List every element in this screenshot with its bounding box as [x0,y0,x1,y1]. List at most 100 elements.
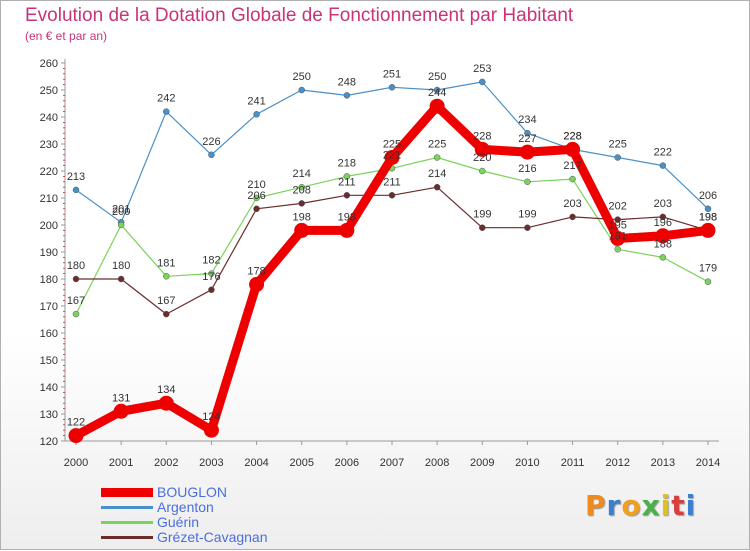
data-point-bouglon [474,141,490,157]
data-label-gr-zet-cavagnan: 211 [338,176,356,188]
data-label-argenton: 213 [67,171,85,183]
data-point-gu-rin [117,221,125,229]
data-point-gr-zet-cavagnan [524,224,531,231]
data-point-gu-rin [208,270,215,277]
data-label-gu-rin: 181 [157,257,175,269]
data-label-gr-zet-cavagnan: 202 [609,201,627,213]
proxiti-logo: Proxiti [585,489,697,522]
data-point-gr-zet-cavagnan [388,192,396,199]
data-point-gr-zet-cavagnan [117,275,125,283]
data-label-gu-rin: 167 [67,295,85,307]
data-label-gu-rin: 200 [112,206,130,218]
data-point-bouglon [339,222,355,238]
data-point-gr-zet-cavagnan [208,286,215,294]
x-tick-label: 2011 [561,457,585,469]
data-point-gr-zet-cavagnan [659,213,667,221]
data-point-gu-rin [433,154,441,161]
data-point-bouglon [249,276,265,292]
y-tick-label: 200 [40,220,58,232]
data-label-argenton: 206 [699,190,717,202]
data-label-bouglon: 195 [609,220,627,232]
data-label-argenton: 242 [157,93,175,105]
data-label-gr-zet-cavagnan: 214 [428,168,446,180]
data-point-gu-rin [163,273,170,280]
data-point-argenton [388,84,396,91]
y-tick-label: 180 [40,274,58,286]
data-point-bouglon [610,231,626,246]
legend-swatch [101,536,153,539]
data-label-gu-rin: 214 [293,168,311,180]
data-label-gu-rin: 188 [654,238,672,250]
data-label-argenton: 241 [247,95,265,107]
series-layer [68,78,716,444]
x-tick-label: 2007 [380,457,404,469]
y-tick-label: 210 [40,193,58,205]
y-tick-label: 250 [40,85,58,97]
data-point-gr-zet-cavagnan [253,205,260,213]
data-label-bouglon: 178 [247,265,265,277]
x-tick-label: 2009 [470,457,494,469]
data-label-argenton: 201 [112,203,130,215]
data-label-argenton: 253 [473,63,491,75]
data-label-argenton: 226 [202,136,220,148]
data-point-bouglon [68,428,84,444]
data-point-gr-zet-cavagnan [163,310,170,318]
data-point-bouglon [113,403,129,419]
data-label-bouglon: 198 [338,211,356,223]
legend-label: BOUGLON [157,484,228,500]
y-tick-label: 120 [40,436,58,448]
data-point-gu-rin [524,178,531,186]
data-label-gu-rin: 210 [247,179,265,191]
y-tick-label: 160 [40,328,58,340]
data-label-gr-zet-cavagnan: 167 [157,295,175,307]
y-tick-label: 170 [40,301,58,313]
data-point-gr-zet-cavagnan [298,200,305,207]
data-label-bouglon: 225 [383,139,401,151]
data-point-bouglon [655,228,671,244]
data-point-bouglon [700,222,716,238]
x-tick-label: 2012 [605,457,629,469]
data-point-gu-rin [704,278,712,285]
data-label-gr-zet-cavagnan: 198 [699,211,717,223]
data-point-gu-rin [479,167,486,175]
data-label-gu-rin: 191 [609,230,627,242]
data-point-argenton [163,108,170,115]
legend-label: Argenton [157,499,214,515]
data-label-argenton: 225 [609,139,627,151]
data-label-argenton: 228 [563,130,581,142]
data-point-argenton [479,78,486,86]
data-point-bouglon [565,141,581,157]
data-point-gr-zet-cavagnan [479,224,486,231]
chart-title: Evolution de la Dotation Globale de Fonc… [25,5,574,26]
data-label-gu-rin: 216 [518,163,536,175]
data-point-argenton [704,205,712,213]
data-point-argenton [433,86,441,94]
data-label-argenton: 251 [383,68,401,80]
data-point-bouglon [158,395,174,411]
data-label-argenton: 222 [654,147,672,159]
x-tick-label: 2004 [244,457,268,469]
data-label-gr-zet-cavagnan: 199 [473,209,491,221]
data-label-gu-rin: 220 [473,152,491,164]
data-point-bouglon [294,222,310,238]
y-tick-label: 240 [40,112,58,124]
data-label-bouglon: 122 [67,417,85,429]
data-label-argenton: 250 [293,71,311,83]
y-tick-label: 220 [40,166,58,178]
data-point-gr-zet-cavagnan [569,213,576,221]
x-tick-label: 2005 [289,457,313,469]
data-label-bouglon: 134 [157,384,175,396]
data-label-bouglon: 227 [518,133,536,145]
y-tick-label: 150 [40,355,58,367]
data-point-argenton [659,162,667,169]
legend-label: Grézet-Cavagnan [157,529,268,545]
y-tick-label: 230 [40,139,58,151]
y-tick-label: 140 [40,382,58,394]
data-point-gu-rin [72,310,80,318]
data-point-gu-rin [298,183,305,191]
data-label-gr-zet-cavagnan: 199 [518,209,536,221]
data-label-gr-zet-cavagnan: 208 [293,184,311,196]
